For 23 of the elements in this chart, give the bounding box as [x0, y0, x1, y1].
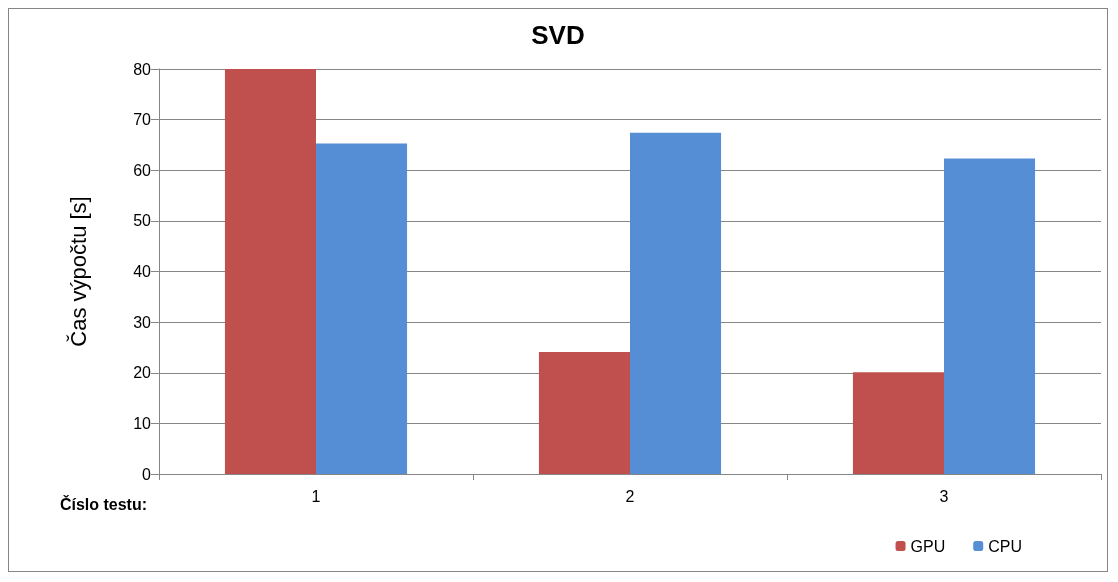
- legend-label: GPU: [910, 537, 946, 555]
- y-tick-label: 30: [133, 313, 152, 331]
- bar: [630, 132, 722, 474]
- chart-title: SVD: [531, 20, 585, 50]
- bar: [852, 372, 944, 474]
- y-tick-label: 60: [133, 161, 152, 179]
- y-tick-label: 40: [133, 263, 152, 280]
- bar: [224, 69, 316, 474]
- bar: [538, 351, 630, 474]
- y-axis-title: Čas výpočtu [s]: [65, 196, 91, 347]
- legend-label: CPU: [988, 537, 1022, 555]
- y-tick-label: 0: [142, 465, 152, 483]
- y-tick-label: 70: [133, 111, 152, 129]
- x-tick-label: 3: [939, 487, 949, 505]
- y-tick-label: 20: [133, 364, 152, 382]
- x-tick-label: 2: [625, 487, 635, 505]
- bar: [316, 143, 408, 474]
- y-tick-label: 10: [133, 414, 152, 432]
- y-tick-label: 80: [133, 60, 152, 78]
- x-tick-label: 1: [311, 487, 321, 505]
- bar: [944, 158, 1036, 474]
- y-tick-label: 50: [133, 212, 152, 230]
- x-axis-title: Číslo testu:: [59, 494, 147, 513]
